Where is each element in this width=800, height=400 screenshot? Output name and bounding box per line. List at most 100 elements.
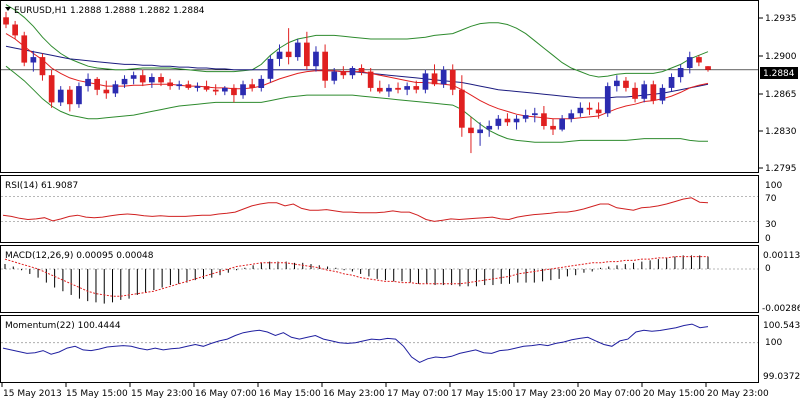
rsi-title: RSI(14) 61.9087 [5, 181, 78, 191]
candle-body [149, 77, 155, 83]
candle-body [449, 69, 456, 90]
current-price-tag [760, 67, 798, 79]
candle-body [249, 84, 255, 88]
momentum-line [2, 323, 709, 363]
candle-body [203, 86, 210, 90]
candle-body [586, 107, 593, 110]
rsi-plot [1, 196, 758, 222]
candle-body [276, 51, 283, 59]
candle-body [85, 78, 91, 87]
momentum-ytick: 100.5436 [763, 321, 800, 331]
macd-ytick: 0.00113 [763, 251, 800, 261]
candle-body [231, 87, 237, 96]
current-price-value: 1.2884 [763, 69, 795, 79]
candle-body [322, 51, 328, 81]
candle-body [532, 113, 538, 116]
candle-body [367, 71, 374, 88]
candle-body [258, 78, 265, 88]
price-ytick: 1.2795 [765, 164, 797, 174]
price-ytick: 1.2900 [765, 52, 797, 62]
candle-body [595, 109, 602, 114]
momentum-ytick: 99.0372 [763, 372, 800, 382]
candle-body [331, 71, 338, 81]
candle-body [659, 87, 666, 101]
candle-body [103, 89, 110, 94]
rsi-ytick: 30 [765, 220, 777, 230]
price-ytick: 1.2865 [765, 90, 797, 100]
candle-body [413, 86, 420, 90]
candle-body [477, 129, 483, 134]
candle-body [513, 118, 520, 123]
candle-body [121, 78, 128, 85]
candle-body [294, 42, 301, 58]
macd-plot [1, 255, 758, 304]
price-ytick: 1.2830 [765, 127, 797, 137]
candle-body [48, 75, 55, 103]
rsi-ytick: 70 [765, 194, 777, 204]
rsi-pane [0, 175, 759, 243]
candle-body [139, 75, 146, 83]
candle-body [459, 89, 465, 128]
macd-signal-line [4, 256, 708, 297]
price-ytick: 1.2935 [765, 14, 797, 24]
candle-body [30, 57, 37, 63]
candle-body [222, 87, 228, 92]
candle-body [112, 84, 119, 94]
candle-body [240, 84, 246, 96]
candle-body [431, 73, 438, 85]
candle-body [158, 77, 164, 83]
symbol-dropdown-icon[interactable] [5, 7, 11, 11]
candle-body [12, 24, 18, 36]
candle-body [559, 118, 565, 130]
candle-body [541, 113, 547, 126]
time-xtick: 16 May 23:00 [323, 389, 385, 399]
macd-pane [0, 245, 759, 313]
candle-body [422, 73, 429, 90]
candle-body [522, 115, 529, 119]
candle-body [3, 17, 9, 25]
candle-body [495, 118, 502, 126]
candle-body [349, 68, 356, 76]
momentum-yaxis: 100.5436 100 99.0372 [763, 321, 800, 382]
candle-body [304, 42, 310, 67]
candle-body [440, 69, 447, 85]
rsi-yaxis: 100 70 30 0 [765, 181, 782, 244]
time-xtick: 20 May 15:00 [643, 389, 705, 399]
candle-body [486, 125, 493, 130]
candle-body [577, 107, 584, 114]
candle-body [686, 57, 693, 68]
price-pane [0, 0, 759, 173]
candle-body [632, 87, 638, 99]
momentum-pane [0, 315, 759, 383]
rsi-line [2, 197, 709, 222]
candle-body [57, 89, 64, 103]
candle-body [130, 75, 137, 79]
candle-body [468, 127, 474, 134]
candle-body [377, 87, 383, 92]
time-xtick: 17 May 07:00 [387, 389, 449, 399]
candle-body [568, 113, 575, 119]
candle-body [604, 86, 611, 114]
candle-body [21, 35, 28, 63]
candle-body [404, 86, 410, 90]
momentum-plot [1, 323, 758, 363]
time-xtick: 15 May 23:00 [131, 389, 193, 399]
time-xtick: 16 May 15:00 [259, 389, 321, 399]
candle-body [340, 71, 347, 76]
candle-body [677, 68, 684, 78]
candle-body [67, 89, 73, 105]
time-xaxis: 15 May 2013 15 May 15:00 15 May 23:00 16… [1, 383, 769, 399]
candle-body [614, 80, 620, 87]
candle-body [76, 86, 82, 105]
candle-body [696, 57, 702, 63]
price-yaxis: 1.2935 1.2900 1.2865 1.2830 1.2795 [759, 14, 797, 174]
candle-body [668, 77, 675, 88]
fast-moving-average [5, 33, 709, 120]
momentum-ytick: 100 [765, 338, 782, 348]
rsi-ytick: 0 [765, 234, 771, 244]
time-xtick: 17 May 23:00 [515, 389, 577, 399]
candle-body [395, 87, 401, 90]
candle-body [650, 84, 657, 101]
price-plot [1, 4, 758, 154]
